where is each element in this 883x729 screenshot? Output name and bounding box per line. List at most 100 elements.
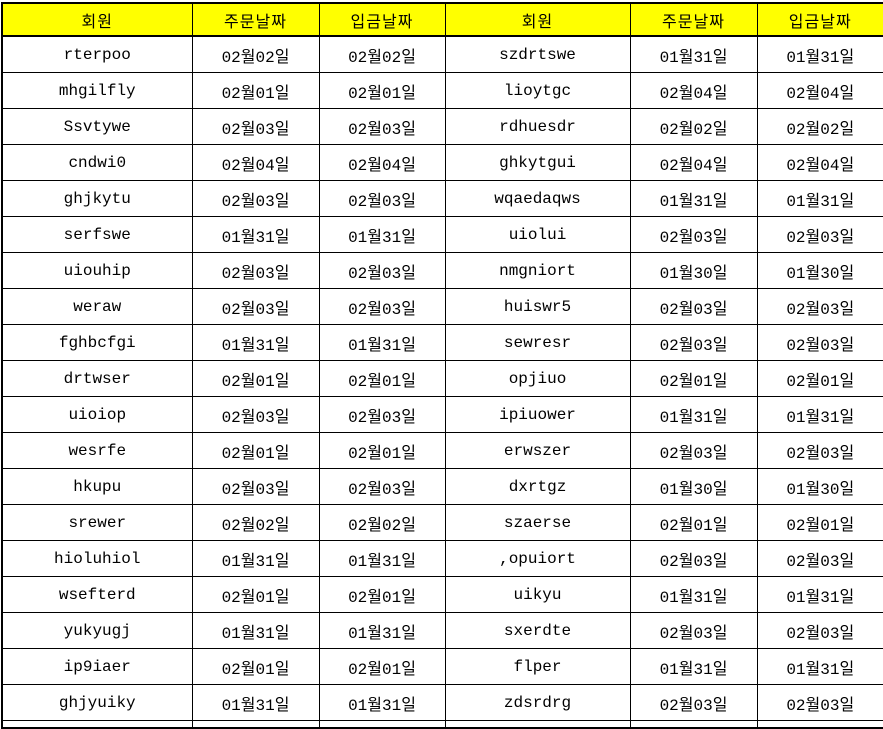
cell-member[interactable]: wesrfe	[1, 432, 193, 469]
cell-deposit-date[interactable]: 02월02일	[318, 504, 446, 541]
cell-member[interactable]: ghjyuiky	[1, 684, 193, 721]
cell-deposit-date[interactable]: 02월03일	[756, 432, 883, 469]
cell-member[interactable]: srewer	[1, 504, 193, 541]
cell-deposit-date[interactable]: 01월31일	[318, 540, 446, 577]
cell-order-date[interactable]: 01월31일	[629, 35, 758, 73]
cell-deposit-date[interactable]: 01월30일	[756, 468, 883, 505]
cell-order-date[interactable]: 01월31일	[629, 648, 758, 685]
cell-order-date[interactable]: 01월31일	[191, 324, 320, 361]
cell-deposit-date[interactable]: 02월03일	[756, 612, 883, 649]
cell-order-date[interactable]: 02월04일	[191, 144, 320, 181]
cell-member[interactable]: erwszer	[444, 432, 631, 469]
cell-deposit-date[interactable]: 02월01일	[756, 360, 883, 397]
cell-empty[interactable]	[318, 720, 446, 729]
cell-deposit-date[interactable]: 02월04일	[756, 144, 883, 181]
cell-member[interactable]: zdsrdrg	[444, 684, 631, 721]
cell-member[interactable]: Ssvtywe	[1, 108, 193, 145]
cell-deposit-date[interactable]: 02월03일	[756, 216, 883, 253]
cell-member[interactable]: wsefterd	[1, 576, 193, 613]
cell-deposit-date[interactable]: 01월31일	[756, 35, 883, 73]
cell-order-date[interactable]: 01월31일	[191, 612, 320, 649]
cell-deposit-date[interactable]: 01월31일	[318, 684, 446, 721]
cell-member[interactable]: opjiuo	[444, 360, 631, 397]
cell-deposit-date[interactable]: 01월31일	[756, 180, 883, 217]
cell-deposit-date[interactable]: 01월31일	[756, 576, 883, 613]
cell-member[interactable]: yukyugj	[1, 612, 193, 649]
cell-deposit-date[interactable]: 02월03일	[318, 180, 446, 217]
cell-empty[interactable]	[444, 720, 631, 729]
cell-order-date[interactable]: 02월03일	[629, 432, 758, 469]
cell-deposit-date[interactable]: 01월31일	[756, 396, 883, 433]
cell-member[interactable]: huiswr5	[444, 288, 631, 325]
cell-deposit-date[interactable]: 02월02일	[318, 35, 446, 73]
cell-member[interactable]: ghkytgui	[444, 144, 631, 181]
cell-member[interactable]: uioiop	[1, 396, 193, 433]
cell-member[interactable]: rdhuesdr	[444, 108, 631, 145]
cell-empty[interactable]	[756, 720, 883, 729]
cell-member[interactable]: lioytgc	[444, 72, 631, 109]
cell-member[interactable]: mhgilfly	[1, 72, 193, 109]
column-header-order-date-left[interactable]: 주문날짜	[191, 2, 320, 37]
cell-member[interactable]: nmgniort	[444, 252, 631, 289]
cell-order-date[interactable]: 02월03일	[191, 288, 320, 325]
cell-member[interactable]: cndwi0	[1, 144, 193, 181]
cell-member[interactable]: uiouhip	[1, 252, 193, 289]
cell-order-date[interactable]: 01월31일	[191, 540, 320, 577]
cell-order-date[interactable]: 02월02일	[191, 504, 320, 541]
cell-member[interactable]: hioluhiol	[1, 540, 193, 577]
cell-member[interactable]: serfswe	[1, 216, 193, 253]
cell-deposit-date[interactable]: 02월03일	[318, 252, 446, 289]
cell-order-date[interactable]: 02월03일	[629, 540, 758, 577]
cell-deposit-date[interactable]: 01월30일	[756, 252, 883, 289]
cell-order-date[interactable]: 02월03일	[629, 684, 758, 721]
cell-deposit-date[interactable]: 02월04일	[318, 144, 446, 181]
column-header-order-date-right[interactable]: 주문날짜	[629, 2, 758, 37]
cell-order-date[interactable]: 01월31일	[191, 216, 320, 253]
column-header-member-left[interactable]: 회원	[1, 2, 193, 37]
cell-order-date[interactable]: 02월02일	[629, 108, 758, 145]
cell-order-date[interactable]: 02월01일	[629, 360, 758, 397]
cell-member[interactable]: dxrtgz	[444, 468, 631, 505]
cell-deposit-date[interactable]: 02월01일	[756, 504, 883, 541]
cell-member[interactable]: uikyu	[444, 576, 631, 613]
cell-order-date[interactable]: 01월31일	[629, 576, 758, 613]
cell-order-date[interactable]: 01월30일	[629, 468, 758, 505]
cell-order-date[interactable]: 02월02일	[191, 35, 320, 73]
cell-member[interactable]: ,opuiort	[444, 540, 631, 577]
cell-empty[interactable]	[629, 720, 758, 729]
cell-member[interactable]: szaerse	[444, 504, 631, 541]
cell-order-date[interactable]: 02월03일	[191, 396, 320, 433]
cell-order-date[interactable]: 02월01일	[191, 576, 320, 613]
cell-order-date[interactable]: 02월01일	[191, 432, 320, 469]
cell-order-date[interactable]: 02월01일	[629, 504, 758, 541]
cell-deposit-date[interactable]: 02월01일	[318, 576, 446, 613]
column-header-deposit-date-right[interactable]: 입금날짜	[756, 2, 883, 37]
cell-member[interactable]: wqaedaqws	[444, 180, 631, 217]
cell-deposit-date[interactable]: 02월03일	[756, 540, 883, 577]
cell-deposit-date[interactable]: 01월31일	[756, 648, 883, 685]
cell-order-date[interactable]: 02월04일	[629, 144, 758, 181]
cell-member[interactable]: rterpoo	[1, 35, 193, 73]
cell-order-date[interactable]: 01월31일	[191, 684, 320, 721]
cell-deposit-date[interactable]: 02월03일	[318, 108, 446, 145]
cell-order-date[interactable]: 02월01일	[191, 360, 320, 397]
cell-member[interactable]: weraw	[1, 288, 193, 325]
cell-order-date[interactable]: 02월03일	[629, 324, 758, 361]
cell-order-date[interactable]: 02월03일	[629, 612, 758, 649]
cell-member[interactable]: uiolui	[444, 216, 631, 253]
column-header-deposit-date-left[interactable]: 입금날짜	[318, 2, 446, 37]
cell-member[interactable]: flper	[444, 648, 631, 685]
cell-empty[interactable]	[191, 720, 320, 729]
cell-deposit-date[interactable]: 02월01일	[318, 360, 446, 397]
cell-member[interactable]: sxerdte	[444, 612, 631, 649]
cell-order-date[interactable]: 02월03일	[629, 216, 758, 253]
cell-deposit-date[interactable]: 02월03일	[756, 684, 883, 721]
cell-member[interactable]: sewresr	[444, 324, 631, 361]
cell-member[interactable]: fghbcfgi	[1, 324, 193, 361]
cell-order-date[interactable]: 01월30일	[629, 252, 758, 289]
cell-order-date[interactable]: 02월03일	[191, 252, 320, 289]
cell-deposit-date[interactable]: 02월01일	[318, 432, 446, 469]
cell-order-date[interactable]: 02월03일	[191, 468, 320, 505]
cell-order-date[interactable]: 01월31일	[629, 396, 758, 433]
cell-deposit-date[interactable]: 02월02일	[756, 108, 883, 145]
